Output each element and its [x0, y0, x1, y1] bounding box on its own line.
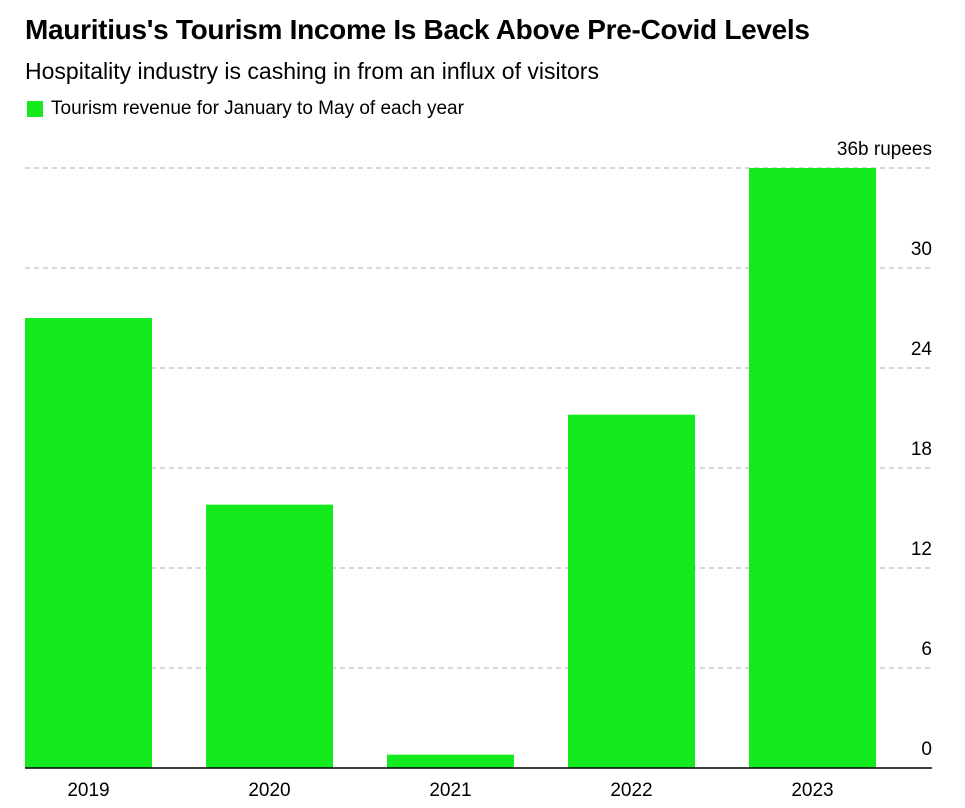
x-tick-label-2020: 2020 — [248, 780, 290, 801]
x-tick-label-2022: 2022 — [610, 780, 652, 801]
x-tick-label-2019: 2019 — [67, 780, 109, 801]
y-axis-ticks: 0 6 12 18 24 30 36b rupees — [837, 139, 933, 760]
y-tick-label-24: 24 — [911, 339, 933, 360]
x-axis-ticks: 2019 2020 2021 2022 2023 — [67, 780, 833, 801]
y-tick-label-12: 12 — [911, 539, 932, 560]
legend: Tourism revenue for January to May of ea… — [27, 98, 464, 120]
x-tick-label-2021: 2021 — [429, 780, 471, 801]
bar-2020 — [206, 504, 333, 768]
y-tick-label-18: 18 — [911, 439, 932, 460]
y-tick-label-36: 36b rupees — [837, 139, 932, 160]
chart-subtitle: Hospitality industry is cashing in from … — [25, 58, 599, 84]
bar-2022 — [568, 414, 695, 768]
bar-2023 — [749, 168, 876, 768]
x-tick-label-2023: 2023 — [791, 780, 833, 801]
legend-swatch — [27, 101, 43, 117]
bars — [25, 168, 876, 768]
y-tick-label-30: 30 — [911, 239, 932, 260]
bar-2021 — [387, 754, 514, 768]
y-tick-label-0: 0 — [921, 739, 932, 760]
legend-label: Tourism revenue for January to May of ea… — [51, 98, 464, 119]
bar-2019 — [25, 318, 152, 768]
gridlines — [25, 167, 932, 669]
y-tick-label-6: 6 — [921, 639, 932, 660]
chart-title: Mauritius's Tourism Income Is Back Above… — [25, 14, 810, 45]
